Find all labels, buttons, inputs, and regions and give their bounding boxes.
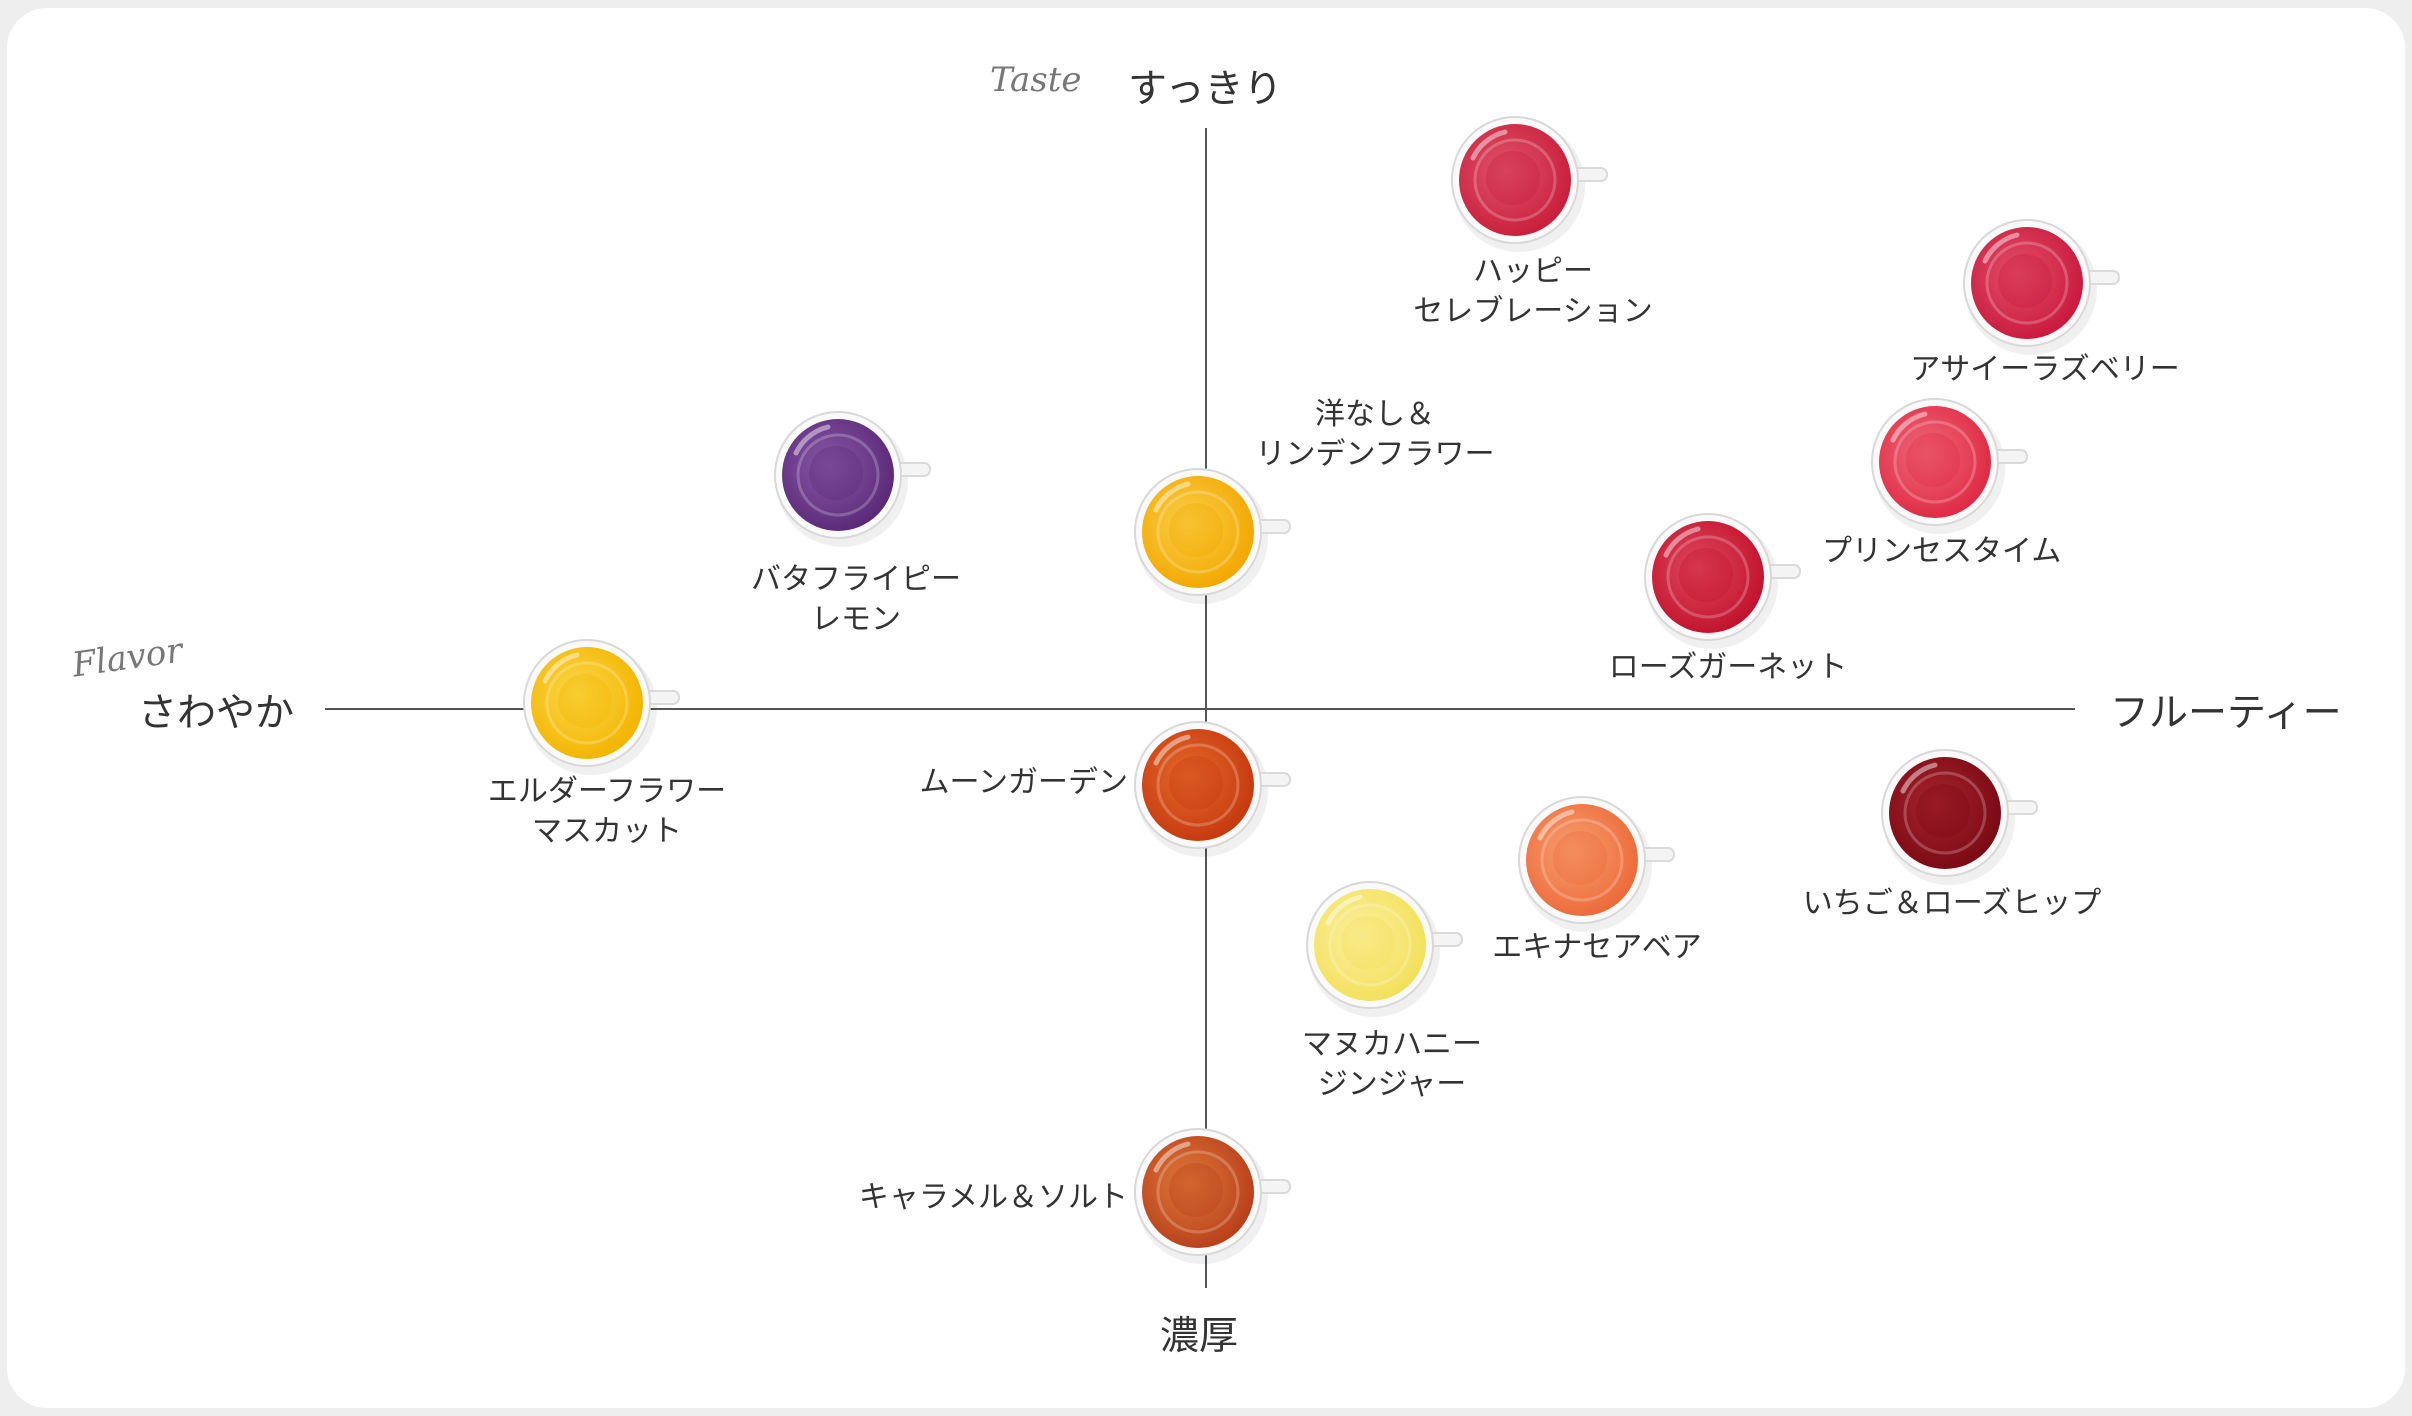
tea-name-butterfly-pea-lemon[interactable]: バタフライピー レモン — [751, 560, 961, 640]
tea-cup-icon — [1451, 116, 1608, 252]
tea-cup-icon — [1881, 749, 2038, 885]
tea-name-line: ジンジャー — [1317, 1067, 1467, 1102]
tea-name-pear-linden[interactable]: 洋なし＆ リンデンフラワー — [1255, 395, 1494, 475]
tea-name-echinacea-bear[interactable]: エキナセアベア — [1492, 928, 1701, 968]
tea-cup-icon — [1644, 513, 1801, 649]
axis-top-script-label: Taste — [990, 60, 1082, 100]
tea-name-line: ローズガーネット — [1608, 650, 1848, 685]
tea-name-line: レモン — [811, 602, 901, 637]
tea-name-happy-celebration[interactable]: ハッピー セレブレーション — [1413, 252, 1652, 332]
tea-name-line: セレブレーション — [1413, 294, 1653, 329]
tea-name-manuka-ginger[interactable]: マヌカハニー ジンジャー — [1302, 1025, 1482, 1105]
tea-name-line: マヌカハニー — [1302, 1027, 1482, 1062]
tea-name-line: キャラメル＆ソルト — [858, 1180, 1128, 1215]
axis-top-label: すっきり — [1128, 67, 1283, 112]
tea-cup-icon — [1134, 721, 1291, 857]
tea-cup-icon — [1963, 219, 2120, 355]
tea-name-moon-garden[interactable]: ムーンガーデン — [920, 763, 1129, 803]
tea-name-line: マスカット — [531, 814, 682, 849]
tea-name-line: エルダーフラワー — [487, 774, 727, 809]
tea-cup-icon — [1871, 398, 2028, 534]
tea-name-line: プリンセスタイム — [1822, 534, 2062, 569]
tea-name-line: ムーンガーデン — [919, 765, 1129, 800]
tea-name-caramel-salt[interactable]: キャラメル＆ソルト — [859, 1178, 1128, 1218]
tea-name-line: リンデンフラワー — [1255, 437, 1495, 472]
tea-name-rose-garnet[interactable]: ローズガーネット — [1609, 648, 1848, 688]
tea-name-princess-time[interactable]: プリンセスタイム — [1822, 532, 2061, 572]
axis-right-label: フルーティー — [2110, 691, 2342, 736]
tea-name-strawberry-rosehip[interactable]: いちご＆ローズヒップ — [1803, 884, 2102, 924]
tea-cup-icon — [1134, 1128, 1291, 1264]
tea-name-acai-raspberry[interactable]: アサイーラズベリー — [1910, 350, 2179, 390]
tea-name-elderflower-muscat[interactable]: エルダーフラワー マスカット — [488, 772, 726, 852]
tea-cup-icon — [1134, 468, 1291, 604]
tea-cup-icon — [774, 411, 931, 547]
tea-name-line: バタフライピー — [751, 562, 961, 597]
axis-left-label: さわやか — [138, 691, 295, 736]
axis-bottom-label: 濃厚 — [1160, 1314, 1239, 1359]
tea-cup-icon — [1306, 881, 1463, 1017]
tea-name-line: エキナセアベア — [1492, 930, 1702, 965]
tea-name-line: アサイーラズベリー — [1910, 352, 2180, 387]
tea-name-line: いちご＆ローズヒップ — [1802, 886, 2102, 921]
tea-name-line: ハッピー — [1473, 254, 1593, 289]
tea-cup-icon — [1518, 796, 1675, 932]
tea-name-line: 洋なし＆ — [1314, 397, 1435, 432]
horizontal-axis — [325, 708, 2075, 710]
tea-cup-icon — [523, 639, 680, 775]
